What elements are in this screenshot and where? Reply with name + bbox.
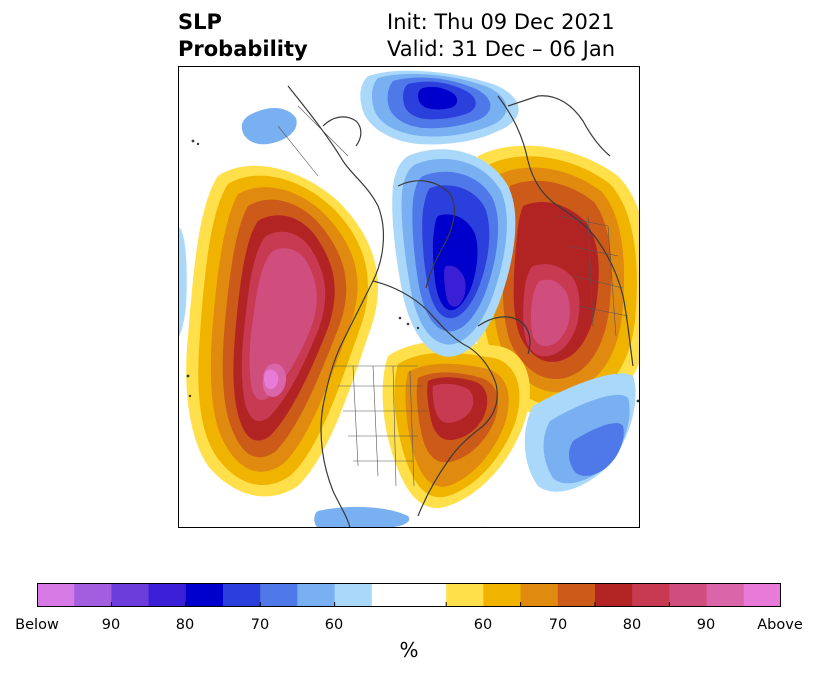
colorbar-bin bbox=[37, 583, 75, 607]
title-variable: SLP bbox=[178, 10, 222, 34]
colorbar-bin bbox=[111, 583, 150, 607]
arctic-negative-anomaly bbox=[178, 70, 519, 528]
colorbar-unit: % bbox=[399, 638, 419, 662]
colorbar-bin bbox=[669, 583, 708, 607]
map-border bbox=[178, 66, 640, 528]
colorbar-bin bbox=[334, 583, 373, 607]
colorbar-tick-below-80: 80 bbox=[175, 617, 195, 633]
colorbar-tick-above: Above bbox=[757, 617, 803, 633]
pacific-positive-anomaly bbox=[186, 165, 378, 497]
forecast-dates: Init: Thu 09 Dec 2021 Valid: 31 Dec – 06… bbox=[387, 9, 615, 63]
colorbar-tick-above-90: 90 bbox=[696, 617, 716, 633]
colorbar-tick-below: Below bbox=[15, 617, 59, 633]
colorbar-tick-below-60: 60 bbox=[324, 617, 344, 633]
init-date: Init: Thu 09 Dec 2021 bbox=[387, 10, 615, 34]
colorbar-bin bbox=[743, 583, 781, 607]
colorbar-bin bbox=[223, 583, 261, 607]
colorbar-bin bbox=[446, 583, 484, 607]
colorbar-bin bbox=[260, 583, 298, 607]
colorbar-bin bbox=[632, 583, 670, 607]
coastlines bbox=[287, 85, 634, 528]
atlantic-negative-anomaly bbox=[524, 373, 636, 492]
atlantic-positive-anomaly bbox=[382, 341, 530, 508]
eurasia-positive-anomaly bbox=[470, 145, 640, 419]
colorbar-bin bbox=[520, 583, 559, 607]
colorbar-bin bbox=[595, 583, 633, 607]
islands bbox=[186, 139, 640, 528]
colorbar-bin bbox=[557, 583, 596, 607]
colorbar-bin bbox=[371, 583, 410, 607]
colorbar-tick-below-90: 90 bbox=[101, 617, 121, 633]
colorbar-border bbox=[37, 583, 781, 607]
political-borders bbox=[277, 105, 629, 487]
colorbar-tick-below-70: 70 bbox=[250, 617, 270, 633]
valid-period: Valid: 31 Dec – 06 Jan bbox=[387, 37, 616, 61]
colorbar bbox=[37, 583, 781, 607]
colorbar-bin bbox=[409, 583, 447, 607]
colorbar-bin bbox=[297, 583, 336, 607]
colorbar-bin bbox=[74, 583, 112, 607]
colorbar-bin bbox=[483, 583, 522, 607]
probability-map bbox=[178, 66, 640, 528]
colorbar-bin bbox=[148, 583, 187, 607]
colorbar-bin bbox=[706, 583, 745, 607]
map-title: SLP Probability bbox=[178, 9, 308, 63]
colorbar-tick-above-70: 70 bbox=[548, 617, 568, 633]
title-product: Probability bbox=[178, 37, 308, 61]
colorbar-tick-above-80: 80 bbox=[622, 617, 642, 633]
colorbar-tick-above-60: 60 bbox=[473, 617, 493, 633]
colorbar-bin bbox=[185, 583, 224, 607]
